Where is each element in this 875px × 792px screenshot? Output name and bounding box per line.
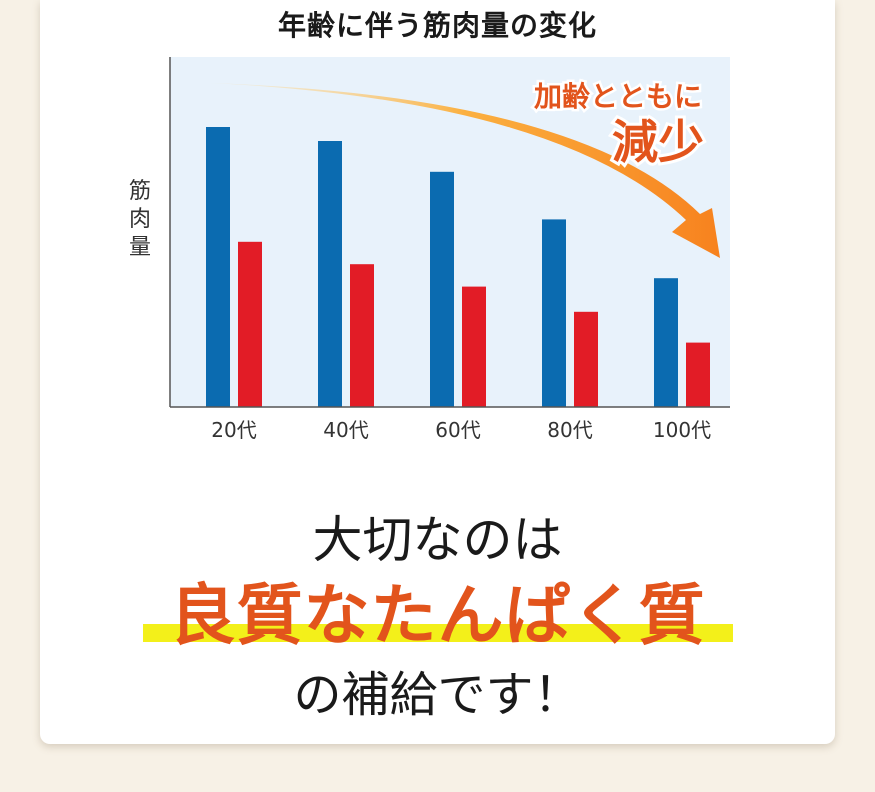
- bar-series1-3: [430, 171, 454, 407]
- decline-arrow: [210, 83, 720, 258]
- bar-series2-2: [350, 264, 374, 407]
- x-tick-label: 40代: [323, 418, 368, 442]
- y-label-char: 肉: [129, 207, 151, 232]
- headline-line1: 大切なのは: [312, 511, 563, 569]
- bar-series1-1: [206, 127, 230, 407]
- x-tick-label: 100代: [653, 418, 711, 442]
- bar-series1-4: [542, 219, 566, 407]
- headline-line2-wrap: 良質なたんぱく質: [0, 562, 875, 654]
- highlight-bar: [143, 624, 733, 642]
- headline-line2: 良質なたんぱく質: [169, 577, 706, 654]
- y-label-char: 筋: [129, 179, 151, 204]
- bar-series2-3: [462, 286, 486, 407]
- bar-series1-5: [654, 278, 678, 407]
- bar-series1-2: [318, 141, 342, 407]
- headline-line3: の補給です！: [293, 667, 582, 723]
- bar-series2-4: [574, 311, 598, 407]
- annotation-line1: 加齢とともに: [534, 80, 702, 113]
- chart-title: 年齢に伴う筋肉量の変化: [277, 9, 597, 42]
- x-tick-label: 60代: [435, 418, 480, 442]
- x-tick-label: 20代: [211, 418, 256, 442]
- annotation-line2: 減少: [612, 115, 704, 169]
- bar-series2-1: [238, 241, 262, 407]
- x-tick-label: 80代: [547, 418, 592, 442]
- y-axis-label: 筋肉量: [129, 179, 151, 260]
- bar-chart: 加齢とともに 減少 筋肉量 20代 40代 60代 80代 100代: [129, 57, 730, 442]
- y-label-char: 量: [129, 235, 151, 260]
- bar-series2-5: [686, 342, 710, 407]
